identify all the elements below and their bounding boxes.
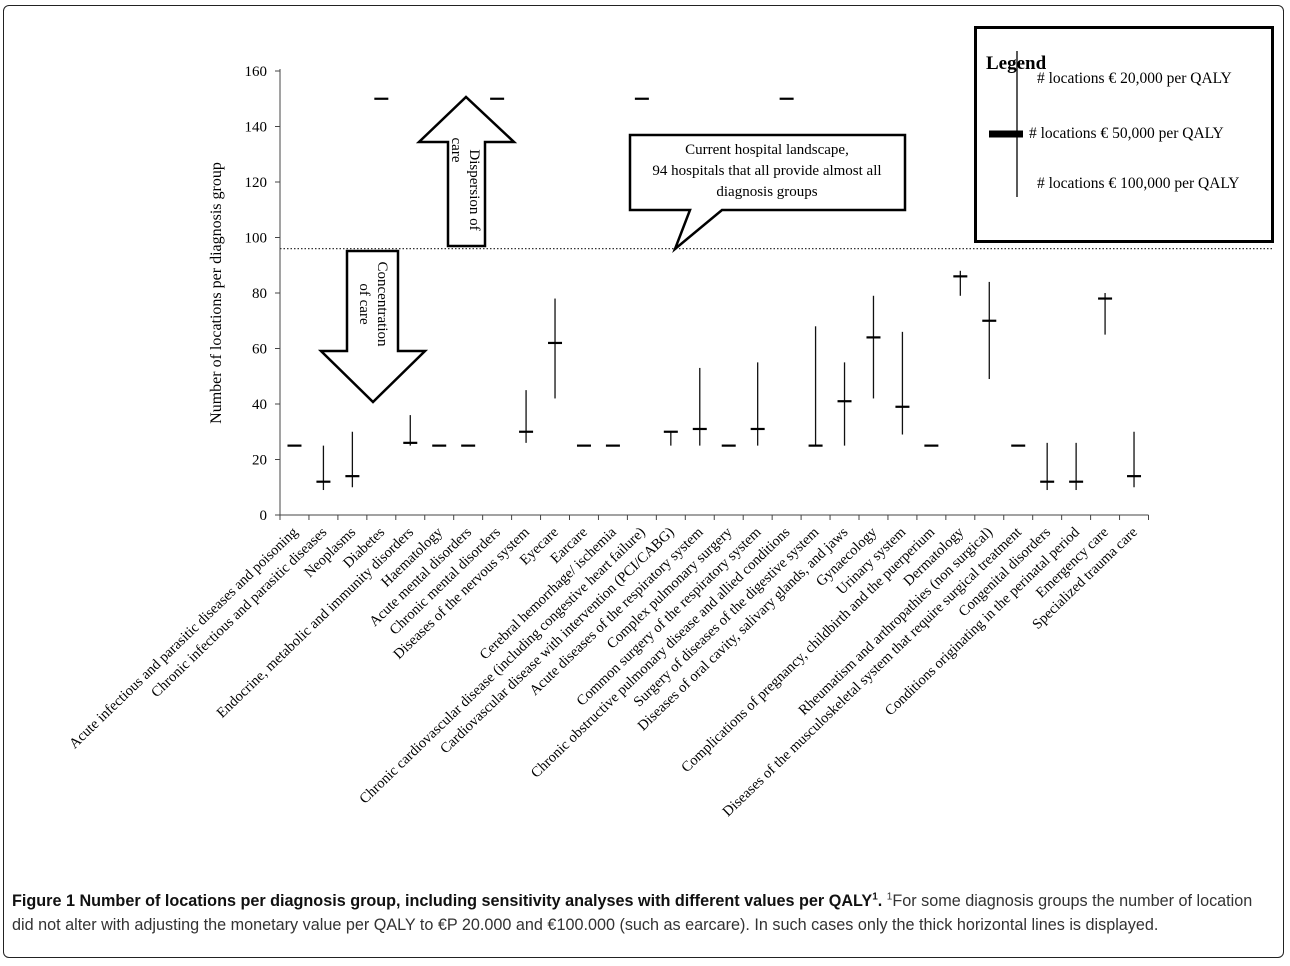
down-arrow-label-2: of care [356,283,372,325]
y-tick-label: 0 [260,508,268,524]
caption-title: Figure 1 Number of locations per diagnos… [12,892,873,910]
callout-bubble [628,133,907,254]
up-arrow [415,95,518,248]
down-arrow [317,249,429,404]
callout-text-line: diagnosis groups [716,184,817,200]
callout-text-line: Current hospital landscape, [685,142,849,158]
y-tick-label: 140 [245,120,268,136]
y-tick-label: 120 [245,175,268,191]
up-arrow-label-2: care [448,138,464,163]
callout-text-line: 94 hospitals that all provide almost all [652,163,881,179]
caption-sup: 1 [886,891,893,903]
y-tick-label: 40 [252,397,267,413]
figure-caption: Figure 1 Number of locations per diagnos… [12,891,1253,934]
x-category-label: Endocrine, metabolic and immunity disord… [214,524,417,721]
y-tick-label: 60 [252,342,267,358]
y-tick-label: 160 [245,64,268,80]
up-arrow-label-1: Dispersion of [466,149,482,230]
legend-title: Legend [986,53,1047,74]
legend-item-20000: # locations € 20,000 per QALY [1037,70,1232,87]
caption-text: For some diagnosis groups the number of … [12,892,1253,934]
legend-item-100000: # locations € 100,000 per QALY [1037,175,1240,192]
y-axis-label: Number of locations per diagnosis group [208,162,225,424]
down-arrow-label-1: Concentration [374,262,390,347]
figure-frame [3,5,1284,958]
legend-item-50000: # locations € 50,000 per QALY [1029,125,1224,142]
legend: Legend # locations € 20,000 per QALY # l… [974,26,1274,243]
x-category-label: Acute infectious and parasitic diseases … [66,524,302,752]
x-category-label: Chronic infectious and parasitic disease… [148,524,330,701]
caption-title-sup: 1 [872,891,878,903]
y-tick-label: 100 [245,231,268,247]
y-tick-label: 80 [252,286,267,302]
y-tick-label: 20 [252,453,267,469]
chart: 0 20 40 60 80 100 120 140 160 Number of locations… [66,64,1272,820]
